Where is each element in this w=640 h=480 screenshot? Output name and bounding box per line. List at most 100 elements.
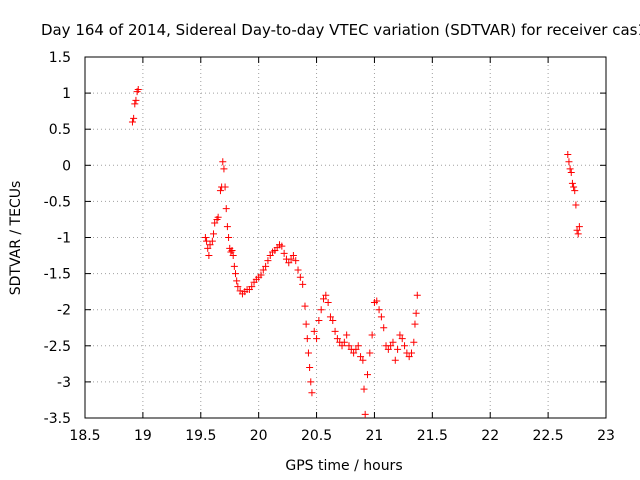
data-point [340, 338, 348, 346]
data-point [201, 234, 209, 241]
data-point [294, 266, 302, 274]
data-point [565, 158, 573, 166]
data-point [329, 317, 337, 325]
data-point [210, 230, 218, 238]
data-point [407, 349, 415, 357]
data-point [398, 335, 406, 343]
data-point [230, 262, 238, 270]
data-point [331, 327, 339, 335]
x-tick-label: 18.5 [69, 428, 100, 444]
data-point [391, 356, 399, 364]
data-point [567, 169, 575, 177]
data-point [361, 410, 369, 418]
y-tick-label: -0.5 [44, 194, 71, 210]
x-tick-label: 23 [597, 428, 615, 444]
data-point [264, 257, 272, 265]
data-point [396, 331, 404, 339]
data-point [357, 353, 365, 361]
data-point [225, 234, 233, 241]
y-tick-label: -2 [57, 303, 71, 319]
data-point [262, 262, 270, 270]
data-point [233, 277, 241, 285]
data-point [564, 150, 572, 158]
data-point [315, 317, 323, 325]
data-point [320, 295, 328, 303]
data-point [223, 223, 231, 231]
data-point [380, 324, 388, 332]
data-point [299, 280, 307, 288]
y-tick-label: 1 [62, 86, 71, 102]
data-point [568, 179, 576, 187]
data-point [307, 378, 315, 386]
x-tick-label: 21.5 [417, 428, 448, 444]
data-point [204, 244, 212, 252]
data-point [363, 371, 371, 379]
data-point [232, 270, 240, 278]
data-point [130, 114, 138, 122]
data-point [324, 298, 332, 306]
data-point [345, 342, 353, 350]
data-point [221, 183, 229, 191]
data-point [350, 349, 358, 357]
y-tick-label: -1 [57, 231, 71, 247]
data-point [368, 331, 376, 339]
data-point [375, 306, 383, 314]
y-axis-label: SDTVAR / TECUs [8, 181, 24, 296]
data-point [352, 345, 360, 353]
y-tick-label: -3.5 [44, 411, 71, 427]
data-point [387, 342, 395, 350]
x-tick-label: 19 [134, 428, 152, 444]
data-point [257, 271, 265, 279]
data-point [214, 213, 222, 221]
data-point [413, 291, 421, 299]
data-point [359, 356, 367, 364]
data-point [304, 349, 312, 357]
data-point [259, 266, 267, 274]
data-point [571, 187, 579, 195]
data-point [338, 342, 346, 350]
data-points [128, 85, 583, 418]
data-point [296, 273, 304, 281]
axis-ticks: 18.5 19 19.5 20 20.5 21 21.5 22 22.5 23 1.5 1 0.5 0 -0… [44, 50, 615, 444]
data-point [574, 230, 582, 238]
data-point [229, 252, 237, 260]
y-tick-label: -2.5 [44, 339, 71, 355]
x-axis-label: GPS time / hours [285, 458, 402, 474]
data-point [292, 257, 300, 265]
data-point [313, 335, 321, 343]
data-point [205, 252, 213, 260]
data-point [573, 226, 581, 234]
data-point [280, 249, 288, 257]
data-point [373, 297, 381, 305]
data-point [575, 223, 583, 231]
data-point [228, 246, 236, 254]
chart-title: Day 164 of 2014, Sidereal Day-to-day VTE… [41, 21, 640, 39]
data-point [570, 183, 578, 191]
y-tick-label: 0 [62, 158, 71, 174]
grid [85, 57, 606, 418]
data-point [401, 342, 409, 350]
y-tick-label: 1.5 [49, 50, 71, 66]
data-point [208, 237, 216, 245]
data-point [303, 335, 311, 343]
data-point [278, 242, 286, 250]
data-point [216, 187, 224, 195]
data-point [326, 313, 334, 321]
data-point [219, 158, 227, 166]
data-point [411, 320, 419, 328]
data-point [572, 201, 580, 209]
x-tick-label: 22 [481, 428, 499, 444]
data-point [302, 320, 310, 328]
data-point [343, 331, 351, 339]
data-point [333, 335, 341, 343]
data-point [384, 345, 392, 353]
data-point [310, 327, 318, 335]
data-point [412, 309, 420, 317]
data-point [389, 338, 397, 346]
data-point [566, 165, 574, 173]
x-tick-label: 21 [366, 428, 384, 444]
data-point [128, 118, 136, 126]
data-point [234, 283, 242, 291]
data-point [360, 385, 368, 393]
